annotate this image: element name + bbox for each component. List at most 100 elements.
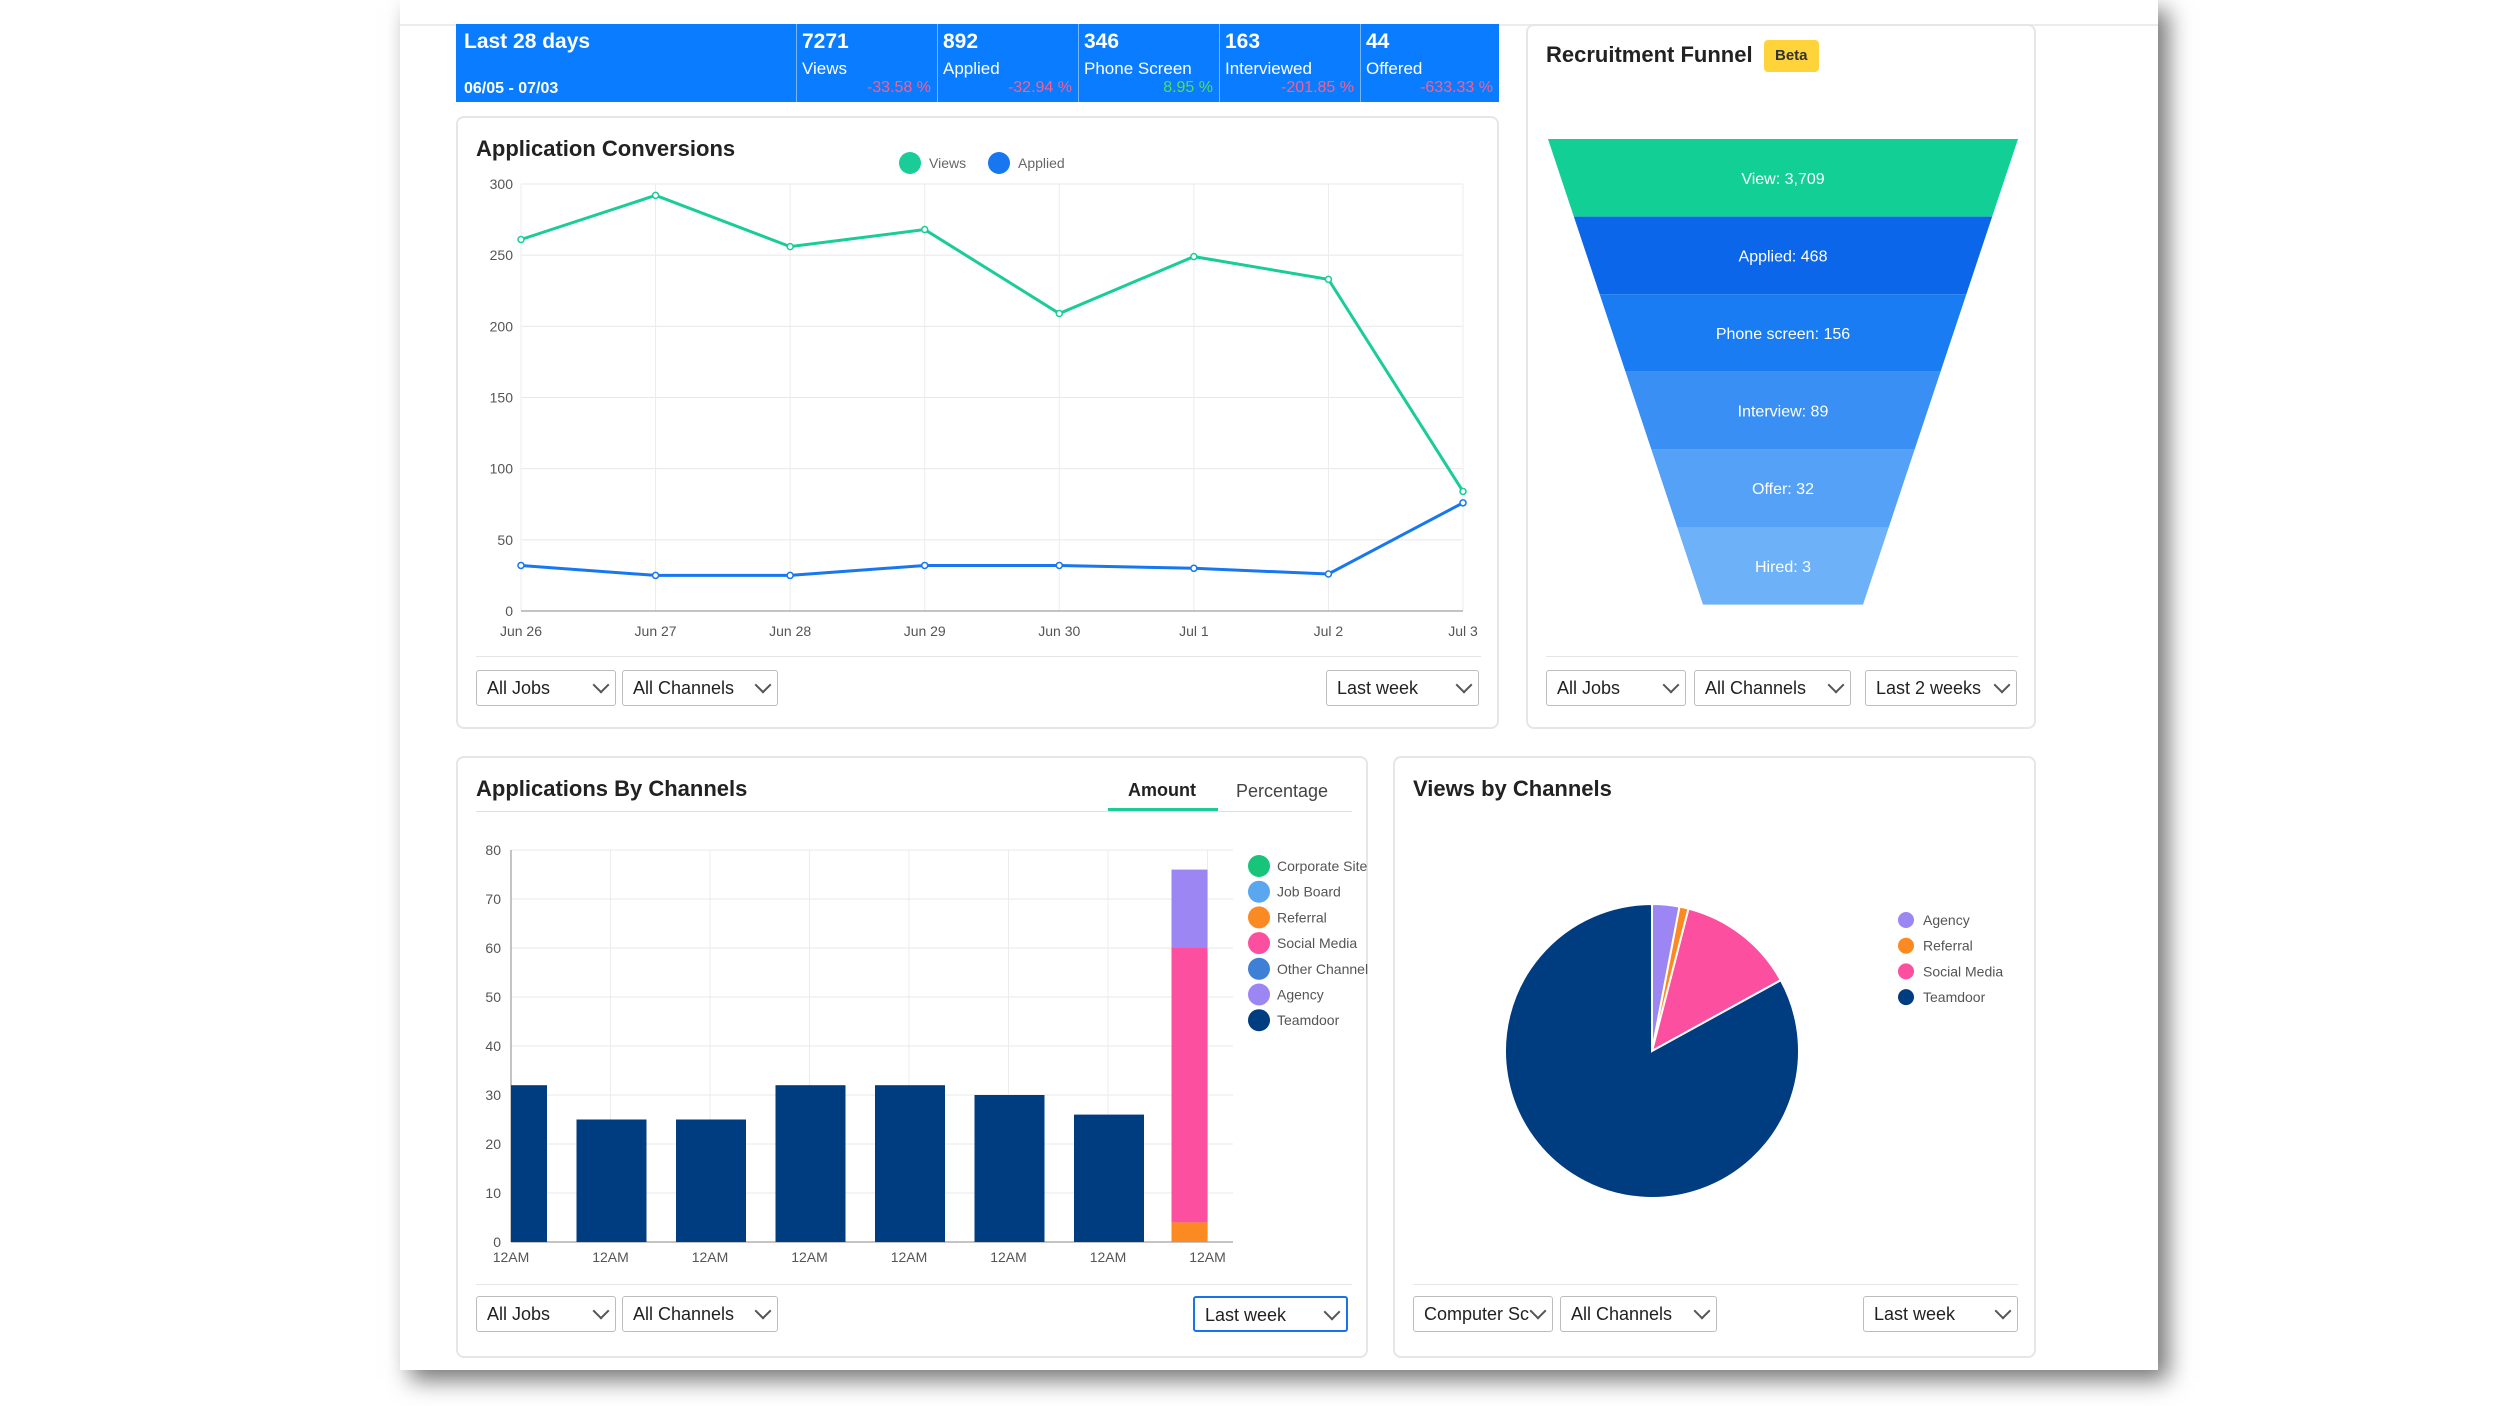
- y-tick-label: 300: [490, 176, 514, 192]
- y-tick-label: 50: [485, 989, 501, 1005]
- select-value: Last week: [1874, 1304, 1955, 1324]
- select-value: All Channels: [633, 678, 734, 698]
- select-value: Last week: [1337, 678, 1418, 698]
- data-point: [1325, 571, 1331, 577]
- data-point: [1056, 562, 1062, 568]
- x-tick-label: 12AM: [493, 1249, 530, 1265]
- chevron-down-icon: [1663, 677, 1680, 694]
- data-point: [653, 192, 659, 198]
- funnel-stage-label: Interview: 89: [1738, 404, 1829, 421]
- legend-label: Corporate Site: [1277, 858, 1367, 874]
- legend-label: Referral: [1923, 938, 1973, 954]
- bar-chart: 0102030405060708012AM 12AM 12AM 12AM 12AM 12A…: [458, 758, 1370, 1288]
- jobs-select[interactable]: All Jobs: [1546, 670, 1686, 706]
- x-tick-label: Jun 26: [500, 623, 542, 639]
- range-select[interactable]: Last week: [1193, 1296, 1348, 1332]
- recruitment-funnel-card: Recruitment Funnel Beta View: 3,709 Appli…: [1526, 24, 2036, 729]
- x-tick-label: Jun 28: [769, 623, 811, 639]
- card-divider: [1546, 656, 2018, 657]
- application-conversions-card: Application Conversions 0 50 100 150 200 250 3…: [456, 116, 1499, 729]
- card-divider: [476, 1284, 1352, 1285]
- stat-label: Views: [802, 59, 847, 79]
- bar-segment: [875, 1085, 945, 1242]
- x-tick-label: 12AM: [1189, 1249, 1226, 1265]
- card-divider: [1413, 1284, 2018, 1285]
- select-value: All Channels: [1571, 1304, 1672, 1324]
- chevron-down-icon: [593, 677, 610, 694]
- y-tick-label: 20: [485, 1136, 501, 1152]
- legend-swatch: [1898, 912, 1914, 928]
- select-value: All Jobs: [487, 678, 550, 698]
- stat-applied[interactable]: 892 Applied -32.94 %: [937, 24, 1078, 102]
- stat-interviewed[interactable]: 163 Interviewed -201.85 %: [1219, 24, 1360, 102]
- data-point: [1460, 488, 1466, 494]
- y-tick-label: 70: [485, 891, 501, 907]
- bar-segment: [1172, 948, 1208, 1222]
- data-point: [1191, 254, 1197, 260]
- y-tick-label: 50: [497, 532, 513, 548]
- series-line-applied: [521, 503, 1463, 576]
- bar-segment: [1172, 1222, 1208, 1242]
- stat-offered[interactable]: 44 Offered -633.33 %: [1360, 24, 1499, 102]
- channels-select[interactable]: All Channels: [622, 670, 778, 706]
- funnel-stage-label: Offer: 32: [1752, 481, 1814, 498]
- select-value: All Channels: [633, 1304, 734, 1324]
- data-point: [1191, 565, 1197, 571]
- bar-segment: [577, 1120, 647, 1243]
- stat-phone-screen[interactable]: 346 Phone Screen 8.95 %: [1078, 24, 1219, 102]
- channels-select[interactable]: All Channels: [1560, 1296, 1717, 1332]
- applications-by-channels-card: Applications By Channels Amount Percenta…: [456, 756, 1368, 1358]
- stat-label: Applied: [943, 59, 1000, 79]
- chevron-down-icon: [755, 677, 772, 694]
- stat-value: 7271: [802, 30, 849, 54]
- jobs-select[interactable]: All Jobs: [476, 670, 616, 706]
- legend-label: Social Media: [1277, 935, 1357, 951]
- bar-segment: [511, 1085, 547, 1242]
- chevron-down-icon: [1324, 1304, 1341, 1321]
- stat-value: 346: [1084, 30, 1119, 54]
- stat-change: -633.33 %: [1420, 79, 1493, 97]
- stat-label: Interviewed: [1225, 59, 1312, 79]
- range-select[interactable]: Last week: [1863, 1296, 2018, 1332]
- y-tick-label: 200: [490, 318, 514, 334]
- funnel-stage-label: View: 3,709: [1741, 171, 1824, 188]
- stat-views[interactable]: 7271 Views -33.58 %: [796, 24, 937, 102]
- legend-swatch: [1248, 958, 1270, 980]
- jobs-select[interactable]: All Jobs: [476, 1296, 616, 1332]
- stats-date-range: 06/05 - 07/03: [464, 80, 558, 98]
- data-point: [922, 227, 928, 233]
- select-value: All Channels: [1705, 678, 1806, 698]
- y-tick-label: 100: [490, 461, 514, 477]
- legend-swatch: [1248, 932, 1270, 954]
- bar-segment: [1172, 870, 1208, 948]
- stats-period-label: Last 28 days: [464, 30, 590, 54]
- select-value: Last week: [1205, 1305, 1286, 1325]
- x-tick-label: 12AM: [692, 1249, 729, 1265]
- data-point: [922, 562, 928, 568]
- channels-select[interactable]: All Channels: [622, 1296, 778, 1332]
- x-tick-label: 12AM: [592, 1249, 629, 1265]
- legend-label: Applied: [1018, 155, 1065, 171]
- data-point: [1056, 311, 1062, 317]
- y-tick-label: 0: [493, 1234, 501, 1250]
- legend-swatch: [1248, 881, 1270, 903]
- chevron-down-icon: [593, 1303, 610, 1320]
- select-value: All Jobs: [1557, 678, 1620, 698]
- stat-change: -201.85 %: [1281, 79, 1354, 97]
- chevron-down-icon: [1994, 677, 2011, 694]
- jobs-select[interactable]: Computer Sc: [1413, 1296, 1553, 1332]
- legend-label: Social Media: [1923, 963, 2003, 979]
- range-select[interactable]: Last week: [1326, 670, 1479, 706]
- legend-swatch: [988, 152, 1010, 174]
- x-tick-label: Jun 27: [635, 623, 677, 639]
- data-point: [1325, 276, 1331, 282]
- legend-label: Agency: [1277, 987, 1324, 1003]
- range-select[interactable]: Last 2 weeks: [1865, 670, 2017, 706]
- legend-swatch: [1248, 984, 1270, 1006]
- data-point: [653, 572, 659, 578]
- legend-label: Referral: [1277, 909, 1327, 925]
- stats-banner: Last 28 days 06/05 - 07/03 7271 Views -3…: [456, 24, 1499, 102]
- channels-select[interactable]: All Channels: [1694, 670, 1851, 706]
- legend-swatch: [899, 152, 921, 174]
- views-by-channels-card: Views by Channels Agency Referral Social M…: [1393, 756, 2036, 1358]
